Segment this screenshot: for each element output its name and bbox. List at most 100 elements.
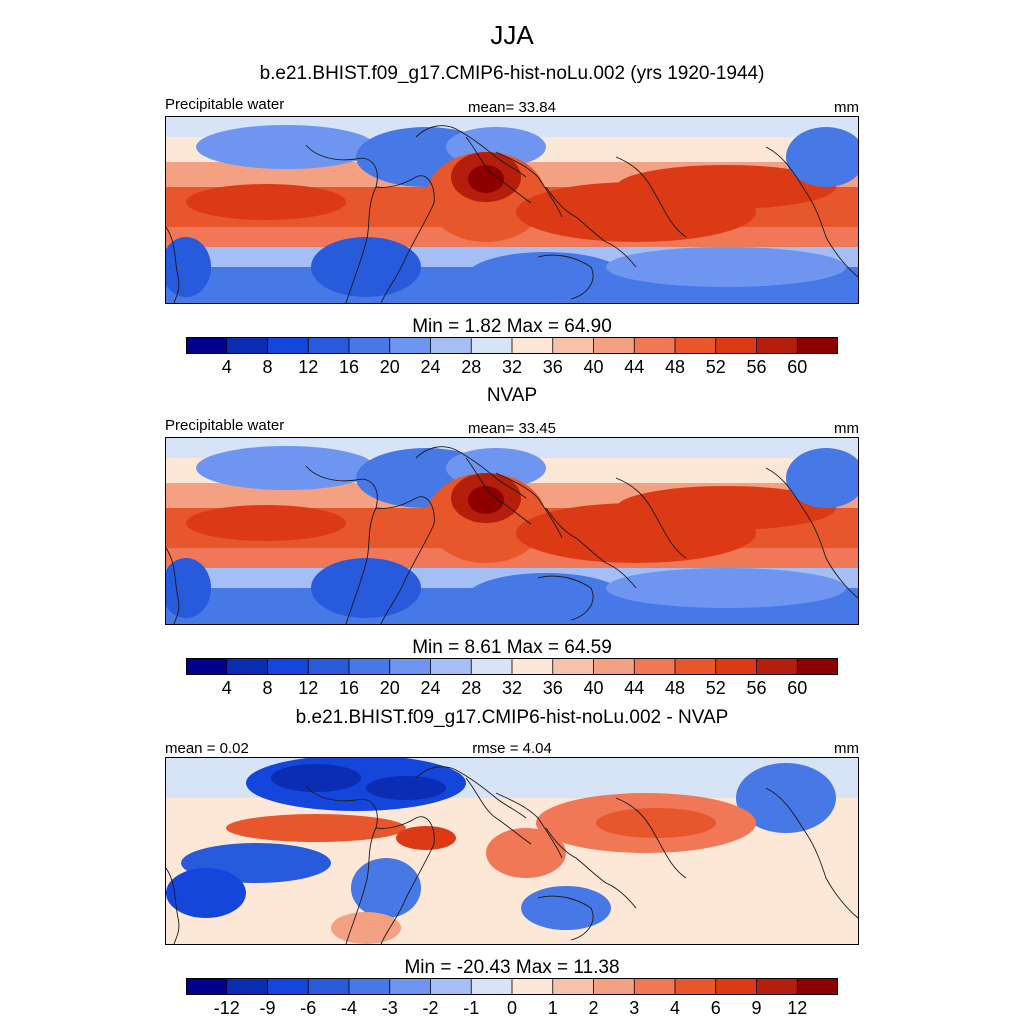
- map3-coastline: [545, 827, 637, 909]
- map1-coastline: [166, 226, 180, 303]
- colorbar-3-swatch: [470, 978, 513, 995]
- colorbar-2-swatch: [552, 658, 595, 675]
- colorbar-1-tick-label: 32: [501, 357, 523, 377]
- map1-india-core: [468, 165, 504, 193]
- colorbar-3-tick-label: 1: [547, 998, 558, 1018]
- map2-coastline: [615, 477, 687, 559]
- panel-2-variable-label: Precipitable water: [165, 417, 285, 434]
- panel-3-map: [165, 757, 859, 945]
- map1-coastline: [495, 151, 563, 218]
- map3-coastline: [375, 816, 435, 944]
- colorbar-1-swatch: [715, 337, 758, 354]
- colorbar-1-swatch: [389, 337, 432, 354]
- colorbar-1-swatch: [796, 337, 838, 354]
- colorbar-3-swatch: [593, 978, 636, 995]
- colorbar-1-swatch: [348, 337, 391, 354]
- panel-1-mean-label: mean= 33.84: [468, 99, 556, 116]
- colorbar-1-tick-label: 40: [583, 357, 604, 377]
- map2-coastline: [375, 496, 435, 624]
- map3-coastline: [615, 797, 687, 879]
- map3-indonesia-wet-bias: [486, 828, 566, 878]
- colorbar-1-swatch: [267, 337, 310, 354]
- colorbar-3-swatch: [552, 978, 595, 995]
- colorbar-2-tick-label: 44: [624, 678, 645, 698]
- map2-australia-dry: [466, 573, 626, 623]
- map3-sahel-wet-bias: [226, 814, 406, 842]
- panel-2-colorbar: [186, 658, 838, 675]
- colorbar-1-tick-label: 4: [221, 357, 232, 377]
- panel-3-minmax: Min = -20.43 Max = 11.38: [404, 957, 620, 978]
- colorbar-3-tick-label: 12: [787, 998, 808, 1018]
- colorbar-2-swatch: [674, 658, 717, 675]
- panel-1-minmax: Min = 1.82 Max = 64.90: [412, 316, 612, 337]
- colorbar-2-swatch: [348, 658, 391, 675]
- map2-pacific-itcz: [616, 486, 836, 530]
- panel-2-title: NVAP: [486, 385, 538, 406]
- colorbar-2-swatch: [430, 658, 473, 675]
- panel-1-map: [165, 116, 859, 304]
- colorbar-3-tick-label: -12: [213, 998, 240, 1018]
- panel-3-map-svg: [166, 758, 858, 944]
- map1-atlantic-dry: [196, 125, 376, 169]
- map2-coastline: [545, 507, 637, 589]
- colorbar-2-tick-label: 8: [262, 678, 273, 698]
- panel-1-variable-label: Precipitable water: [165, 96, 285, 113]
- panel-2-minmax: Min = 8.61 Max = 64.59: [412, 637, 612, 658]
- colorbar-1-tick-label: 52: [705, 357, 726, 377]
- colorbar-1-swatch: [470, 337, 513, 354]
- map1-coastline: [615, 156, 687, 238]
- panel-1-units-label: mm: [834, 99, 859, 116]
- map2-coastline: [166, 547, 180, 624]
- map1-sa-dry: [166, 237, 211, 297]
- map1-coastline: [545, 186, 637, 268]
- colorbar-3-swatch: [674, 978, 717, 995]
- map3-coastline: [166, 867, 180, 944]
- map2-coastline: [765, 467, 858, 599]
- colorbar-3-tick-label: -9: [259, 998, 276, 1018]
- colorbar-1-swatch: [307, 337, 350, 354]
- map3-south-pacific-neutral: [636, 903, 816, 933]
- map2-india-core: [468, 486, 504, 514]
- colorbar-2-swatch: [389, 658, 432, 675]
- colorbar-3-swatch: [633, 978, 676, 995]
- colorbar-1-tick-label: 12: [298, 357, 319, 377]
- panel-2-map: [165, 437, 859, 625]
- colorbar-2-swatch: [796, 658, 838, 675]
- colorbar-2-tick-label: 36: [542, 678, 563, 698]
- map3-south-atlantic-wet: [331, 912, 401, 944]
- colorbar-3-swatch: [715, 978, 758, 995]
- map2-coastline: [495, 472, 563, 539]
- colorbar-3-outline: [186, 978, 838, 995]
- colorbar-1-tick-label: 36: [542, 357, 563, 377]
- colorbar-2-tick-label: 20: [379, 678, 400, 698]
- map3-africa-dry-bias: [351, 858, 421, 918]
- colorbar-2-swatch: [756, 658, 799, 675]
- colorbar-3-swatch: [348, 978, 391, 995]
- colorbar-1-swatch: [593, 337, 636, 354]
- panel-1-colorbar: [186, 337, 838, 354]
- colorbar-3-tick-label: -4: [340, 998, 358, 1018]
- map3-coastline: [415, 766, 527, 819]
- panel-3-units-label: mm: [834, 740, 859, 757]
- map3-na-dry-bias: [736, 763, 836, 833]
- colorbar-2-swatch: [715, 658, 758, 675]
- colorbar-1-swatch: [511, 337, 554, 354]
- colorbar-3-tick-label: 3: [629, 998, 640, 1018]
- panel-1-colorbar-svg: [186, 337, 838, 354]
- map1-south-pacific-dry: [606, 247, 846, 287]
- map1-coastline: [305, 144, 378, 303]
- map1-australia-dry: [466, 252, 626, 302]
- colorbar-3-tick-label: -2: [422, 998, 439, 1018]
- main-title: JJA: [490, 20, 534, 50]
- colorbar-2-tick-label: 28: [461, 678, 482, 698]
- map1-coastline: [465, 136, 532, 204]
- colorbar-1-tick-label: 20: [379, 357, 400, 377]
- map2-sa-dry: [166, 558, 211, 618]
- colorbar-1-tick-label: 24: [420, 357, 441, 377]
- map1-atlantic-itcz: [186, 184, 346, 220]
- colorbar-3-tick-label: 4: [669, 998, 681, 1018]
- colorbar-1-tick-label: 60: [787, 357, 808, 377]
- colorbar-1-tick-label: 16: [338, 357, 360, 377]
- colorbar-3-tick-label: 2: [588, 998, 599, 1018]
- colorbar-1-swatch: [756, 337, 799, 354]
